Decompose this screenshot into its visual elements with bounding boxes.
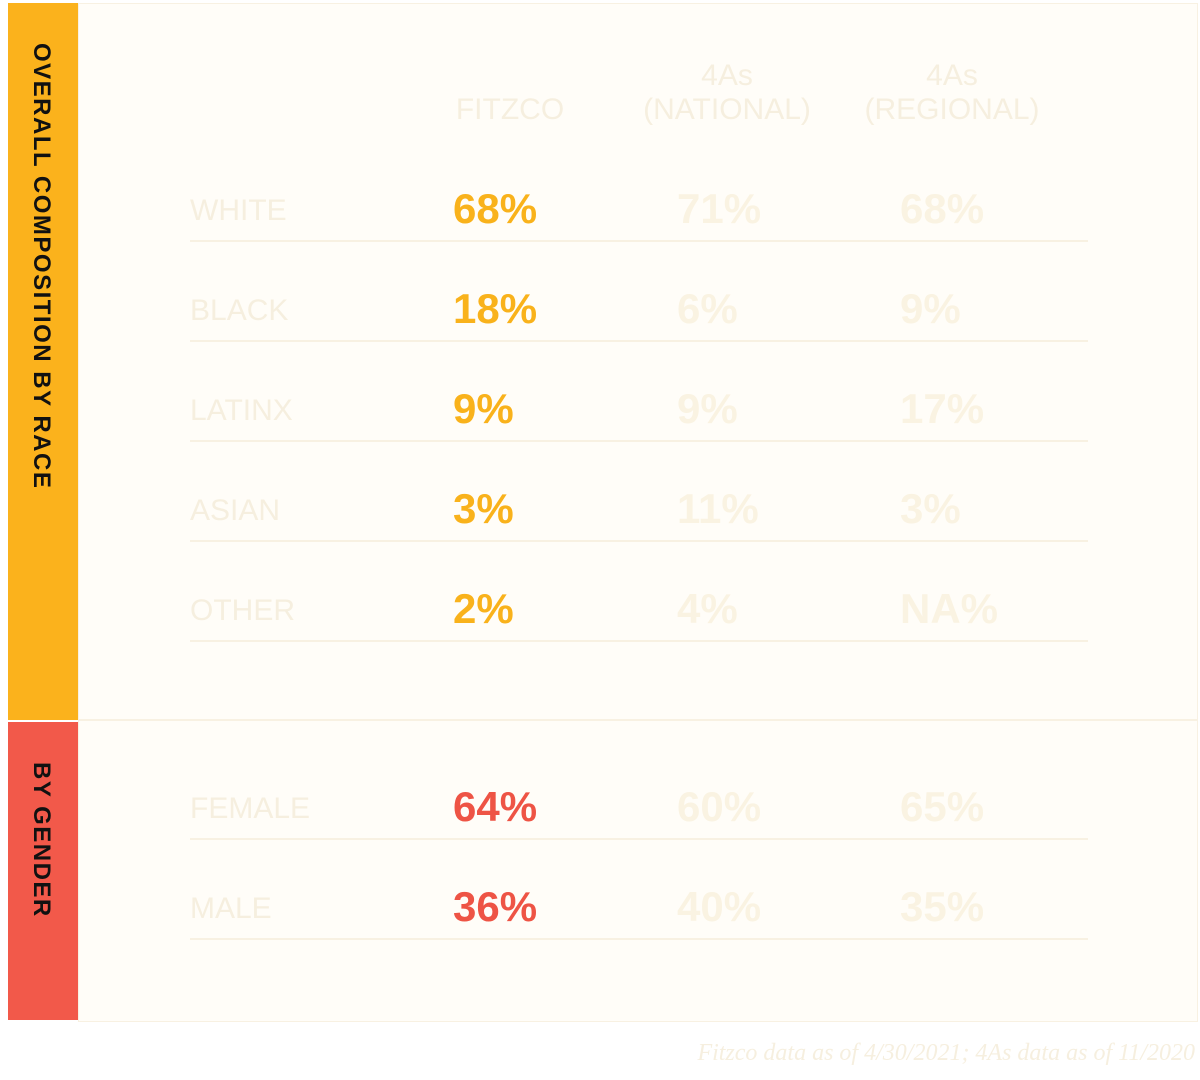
column-header: 4As — [926, 59, 978, 92]
column-header: (NATIONAL) — [643, 93, 811, 126]
section-title: OVERALL COMPOSITION BY RACE — [28, 43, 55, 490]
row-label: FEMALE — [190, 792, 311, 825]
row-rule — [190, 838, 1088, 840]
cell-value: NA% — [900, 585, 999, 632]
column-header: FITZCO — [455, 93, 565, 126]
race-side-bar: OVERALL COMPOSITION BY RACE — [8, 3, 78, 720]
cell-value: 9% — [453, 385, 514, 432]
footnote: Fitzco data as of 4/30/2021; 4As data as… — [697, 1040, 1195, 1066]
cell-value: 17% — [900, 385, 985, 432]
row-label: MALE — [190, 892, 272, 925]
row-label: BLACK — [190, 294, 289, 327]
row-label: WHITE — [190, 194, 287, 227]
cell-value: 35% — [900, 883, 985, 930]
row-rule — [190, 440, 1088, 442]
cell-value: 40% — [677, 883, 762, 930]
cell-value: 60% — [677, 783, 762, 830]
cell-value: 9% — [677, 385, 738, 432]
cell-value: 65% — [900, 783, 985, 830]
cell-value: 9% — [900, 285, 961, 332]
race-panel — [78, 3, 1198, 720]
cell-value: 3% — [453, 485, 514, 532]
row-label: LATINX — [190, 394, 293, 427]
row-rule — [190, 938, 1088, 940]
cell-value: 36% — [453, 883, 538, 930]
cell-value: 2% — [453, 585, 514, 632]
row-rule — [190, 340, 1088, 342]
row-label: ASIAN — [190, 494, 281, 527]
cell-value: 3% — [900, 485, 961, 532]
gender-side-bar: BY GENDER — [8, 722, 78, 1020]
cell-value: 68% — [453, 185, 538, 232]
cell-value: 11% — [677, 485, 759, 532]
cell-value: 64% — [453, 783, 538, 830]
cell-value: 6% — [677, 285, 738, 332]
row-rule — [190, 240, 1088, 242]
cell-value: 18% — [453, 285, 538, 332]
cell-value: 68% — [900, 185, 985, 232]
cell-value: 71% — [677, 185, 762, 232]
row-rule — [190, 540, 1088, 542]
row-label: OTHER — [190, 594, 295, 627]
cell-value: 4% — [677, 585, 738, 632]
gender-panel — [78, 720, 1198, 1022]
column-header: 4As — [701, 59, 753, 92]
column-header: (REGIONAL) — [864, 93, 1040, 126]
section-title: BY GENDER — [28, 762, 55, 918]
row-rule — [190, 640, 1088, 642]
